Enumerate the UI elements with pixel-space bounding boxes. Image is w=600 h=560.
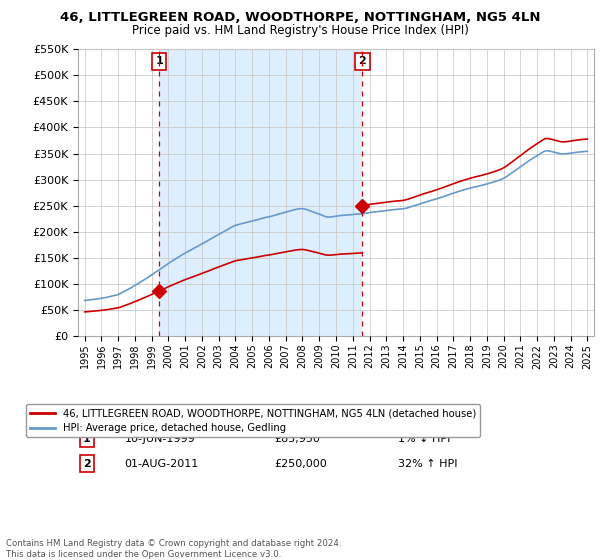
- Legend: 46, LITTLEGREEN ROAD, WOODTHORPE, NOTTINGHAM, NG5 4LN (detached house), HPI: Ave: 46, LITTLEGREEN ROAD, WOODTHORPE, NOTTIN…: [26, 404, 481, 437]
- Text: 1: 1: [155, 57, 163, 67]
- Bar: [159, 49, 362, 336]
- Text: Contains HM Land Registry data © Crown copyright and database right 2024.
This d: Contains HM Land Registry data © Crown c…: [6, 539, 341, 559]
- Text: Price paid vs. HM Land Registry's House Price Index (HPI): Price paid vs. HM Land Registry's House …: [131, 24, 469, 36]
- Text: 1: 1: [83, 434, 91, 444]
- Text: 01-AUG-2011: 01-AUG-2011: [124, 459, 199, 469]
- Text: 2: 2: [83, 459, 91, 469]
- Text: £250,000: £250,000: [274, 459, 327, 469]
- Text: £85,950: £85,950: [274, 434, 320, 444]
- Text: 32% ↑ HPI: 32% ↑ HPI: [398, 459, 457, 469]
- Text: 10-JUN-1999: 10-JUN-1999: [124, 434, 195, 444]
- Text: 2: 2: [359, 57, 367, 67]
- Text: 1% ↓ HPI: 1% ↓ HPI: [398, 434, 450, 444]
- Text: 46, LITTLEGREEN ROAD, WOODTHORPE, NOTTINGHAM, NG5 4LN: 46, LITTLEGREEN ROAD, WOODTHORPE, NOTTIN…: [60, 11, 540, 24]
